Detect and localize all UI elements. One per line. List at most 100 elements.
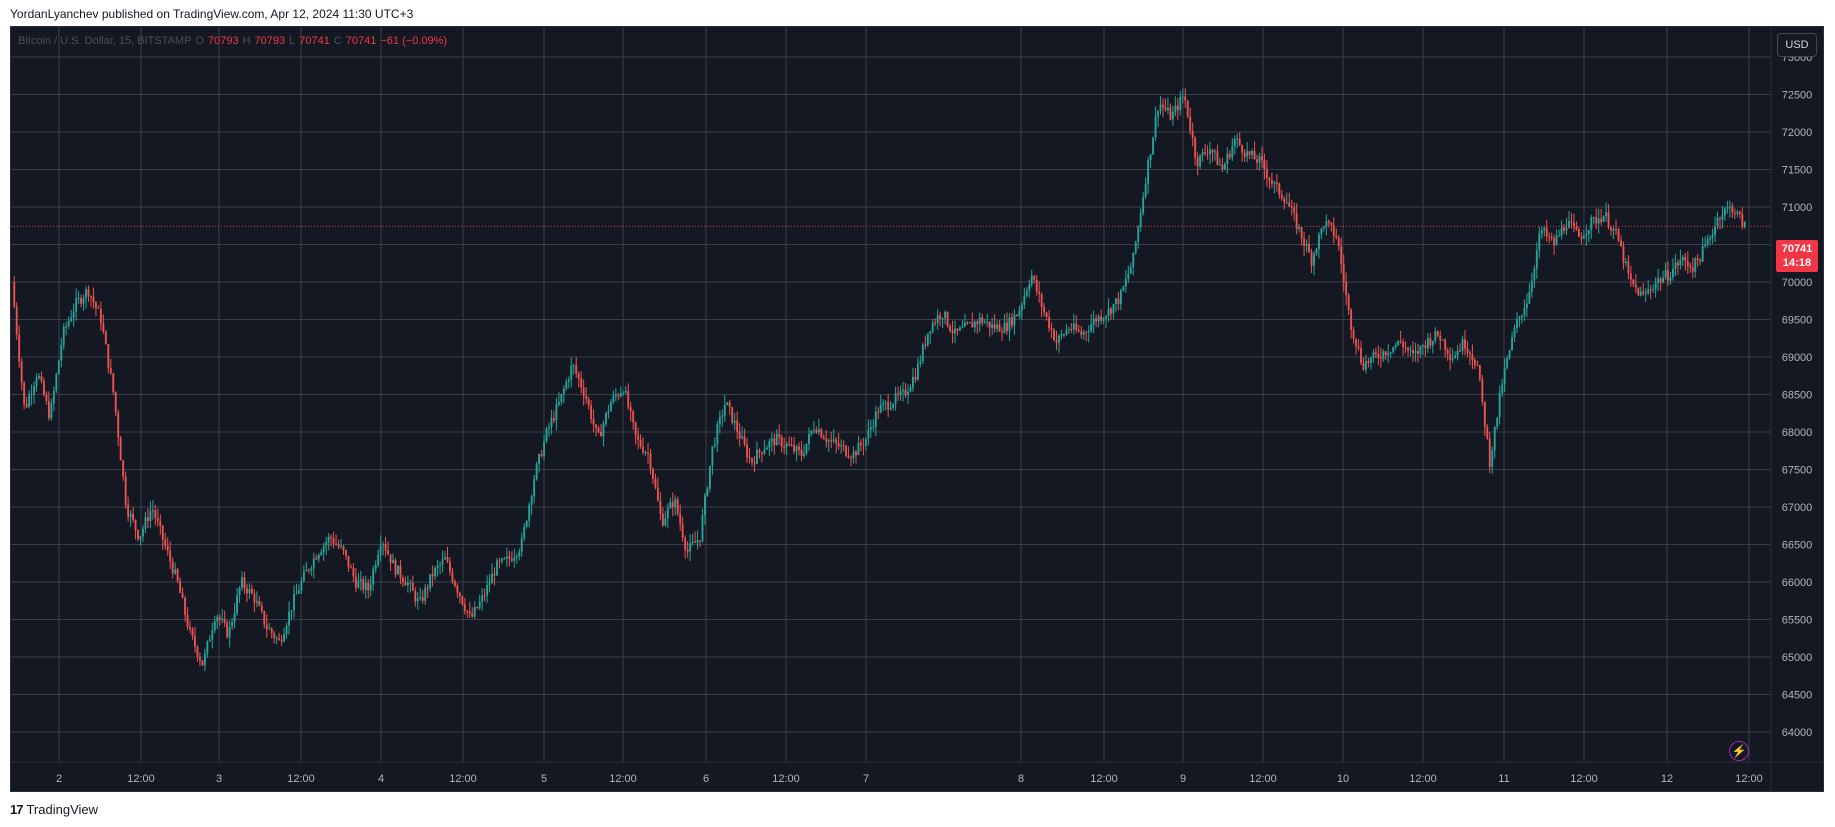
- candle-body: [835, 439, 838, 443]
- candle-body: [1342, 264, 1345, 283]
- candle-body: [892, 404, 895, 408]
- candle-body: [679, 513, 682, 525]
- candle-body: [181, 592, 184, 598]
- candle-body: [897, 393, 900, 395]
- candle-body: [822, 437, 825, 440]
- candle-body: [1691, 267, 1694, 272]
- candle-body: [1139, 213, 1142, 227]
- candle-body: [1149, 154, 1152, 161]
- candle-body: [392, 560, 394, 564]
- candle-body: [263, 611, 266, 625]
- candle-body: [1414, 351, 1417, 354]
- y-tick-label: 70000: [1782, 277, 1813, 289]
- candle-body: [857, 442, 860, 456]
- currency-button[interactable]: USD: [1777, 33, 1817, 57]
- candle-body: [1008, 317, 1011, 332]
- candle-body: [773, 438, 776, 446]
- candle-body: [397, 565, 399, 575]
- candle-body: [525, 521, 528, 527]
- candle-body: [290, 610, 293, 612]
- candle-body: [538, 454, 541, 465]
- candle-body: [340, 546, 342, 548]
- tradingview-footer[interactable]: 17 TradingView: [10, 802, 98, 817]
- chart-pane[interactable]: 64000 64500 65000 65500 66000 66500 67000 67500…: [10, 26, 1824, 792]
- candle-body: [1179, 96, 1182, 111]
- candle-body: [1488, 438, 1491, 467]
- candle-body: [1404, 347, 1407, 349]
- candle-body: [612, 395, 615, 402]
- candle-body: [617, 395, 620, 397]
- candle-body: [171, 561, 174, 574]
- candle-body: [548, 427, 550, 429]
- candle-body: [513, 557, 516, 561]
- x-tick-label: 4: [378, 773, 384, 785]
- candle-body: [70, 317, 73, 322]
- candle-body: [1216, 151, 1219, 165]
- candle-body: [104, 331, 107, 345]
- candle-body: [65, 326, 68, 328]
- candle-body: [654, 479, 657, 488]
- candle-body: [1075, 323, 1078, 331]
- candle-body: [384, 544, 387, 551]
- x-tick-label: 8: [1018, 773, 1024, 785]
- candle-body: [38, 376, 40, 378]
- candle-body: [983, 322, 986, 324]
- candle-body: [236, 595, 238, 614]
- candle-body: [738, 431, 741, 439]
- lightning-icon[interactable]: ⚡: [1729, 741, 1749, 761]
- candle-body: [1043, 306, 1046, 313]
- candle-body: [372, 569, 375, 585]
- candle-body: [1238, 138, 1241, 146]
- candle-body: [1053, 329, 1055, 341]
- candle-body: [1263, 160, 1266, 170]
- candle-body: [424, 587, 427, 601]
- candle-body: [409, 582, 412, 584]
- candle-body: [1063, 334, 1065, 336]
- candle-body: [280, 639, 283, 642]
- candle-body: [387, 550, 390, 555]
- candle-body: [803, 453, 805, 456]
- candle-body: [830, 440, 833, 442]
- candle-body: [590, 405, 593, 420]
- price-chart[interactable]: 64000 64500 65000 65500 66000 66500 67000 67500…: [11, 27, 1823, 791]
- candle-body: [1147, 160, 1150, 185]
- x-tick-label: 5: [541, 773, 547, 785]
- candle-body: [404, 582, 407, 586]
- candle-body: [889, 407, 892, 410]
- candle-body: [1283, 198, 1286, 203]
- candle-body: [904, 389, 907, 396]
- candle-body: [1030, 276, 1033, 285]
- candle-body: [1374, 352, 1377, 354]
- candle-body: [1558, 235, 1561, 237]
- candle-body: [142, 528, 144, 537]
- candle-body: [874, 411, 877, 427]
- candle-body: [1731, 206, 1734, 213]
- candle-body: [1533, 268, 1536, 281]
- candle-body: [1456, 350, 1459, 356]
- candle-body: [1605, 212, 1608, 217]
- legend-symbol: Bitcoin / U.S. Dollar, 15, BITSTAMP: [18, 35, 192, 47]
- candle-body: [1449, 354, 1452, 360]
- candle-body: [1684, 256, 1687, 262]
- candle-body: [1607, 212, 1610, 228]
- candle-body: [733, 420, 736, 423]
- candle-body: [518, 551, 521, 556]
- candle-body: [919, 361, 922, 364]
- candle-body: [1615, 228, 1617, 230]
- candle-body: [1001, 331, 1003, 333]
- candle-body: [1209, 149, 1211, 154]
- candle-body: [80, 297, 83, 304]
- candle-body: [206, 641, 209, 654]
- candle-body: [117, 412, 120, 438]
- candle-body: [1033, 276, 1036, 280]
- x-tick-label: 12:00: [1570, 773, 1598, 785]
- x-tick-label: 12:00: [1735, 773, 1763, 785]
- candle-body: [1273, 182, 1276, 184]
- candle-body: [921, 344, 924, 362]
- candle-body: [565, 381, 568, 389]
- candle-body: [1441, 339, 1444, 341]
- candle-body: [362, 579, 365, 590]
- candle-body: [954, 328, 956, 334]
- candle-body: [1575, 226, 1578, 230]
- candle-body: [852, 451, 855, 459]
